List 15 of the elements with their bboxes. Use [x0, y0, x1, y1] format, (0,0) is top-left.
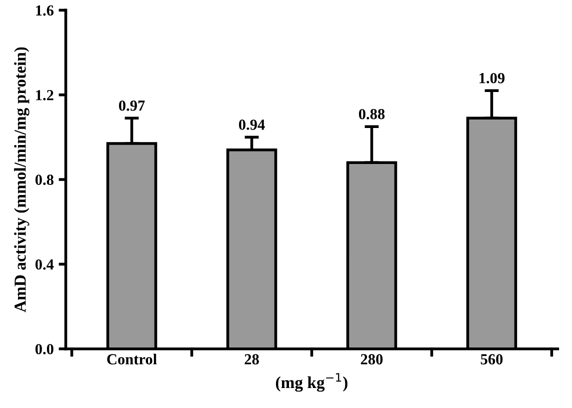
data-label: 0.97: [118, 100, 145, 111]
y-tick-label: 1.6: [36, 5, 54, 16]
y-tick-label: 0.4: [35, 259, 54, 270]
y-tick-label: 0.0: [35, 344, 54, 354]
x-tick-label: 560: [480, 354, 503, 364]
y-tick-label: 0.8: [35, 174, 54, 186]
data-label: 1.09: [480, 72, 505, 84]
x-tick-label: Control: [107, 354, 157, 364]
y-axis-title: AmD activity (mmol/min/mg protein): [14, 47, 30, 312]
y-tick-label: 1.2: [36, 90, 54, 100]
x-axis-title: (mg kg$^{−1}$): [276, 373, 348, 392]
data-label: 0.88: [358, 108, 385, 120]
data-label: 0.94: [238, 120, 265, 130]
x-tick-label: 280: [360, 354, 383, 364]
x-tick-label: 28: [244, 354, 259, 364]
